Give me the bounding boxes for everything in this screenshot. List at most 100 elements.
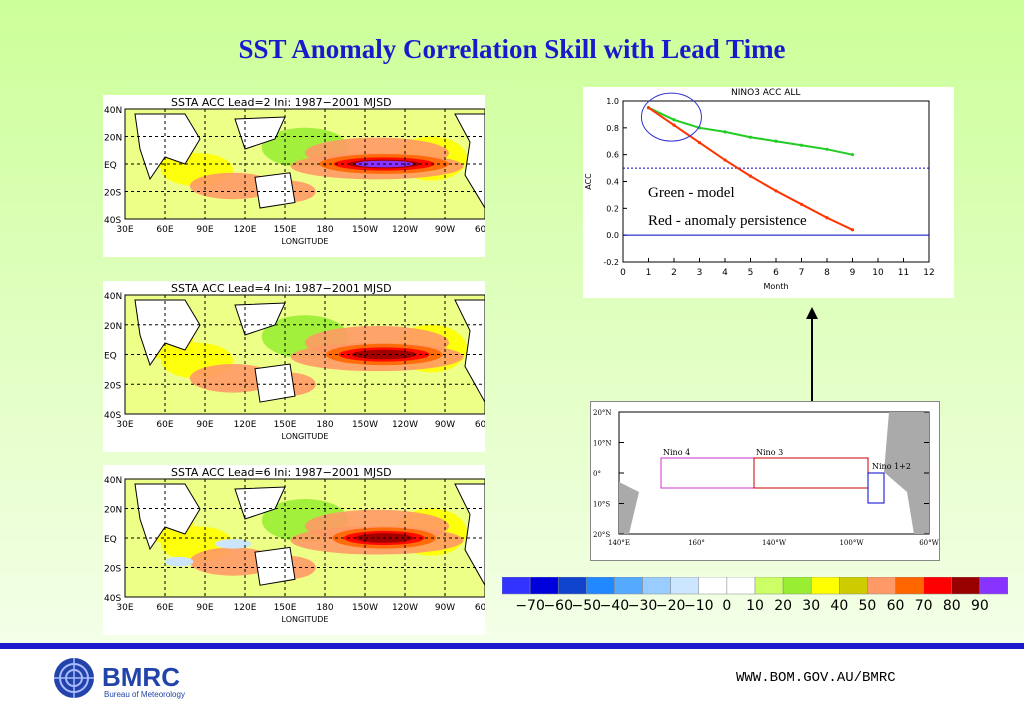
plot-frame xyxy=(622,100,930,263)
x-tick-label: 12 xyxy=(923,268,934,278)
colorbar-label: 50 xyxy=(859,598,877,614)
series-line xyxy=(648,106,853,156)
lon-tick-label: 150E xyxy=(274,225,297,235)
y-tick-label: 0.4 xyxy=(606,178,619,187)
lat-tick-label: 20N xyxy=(104,506,122,516)
highlight-circle xyxy=(640,92,702,142)
lon-tick-label: 100°W xyxy=(839,539,864,547)
lon-tick-label: 150W xyxy=(352,420,378,430)
lat-tick-label: 20°N xyxy=(593,409,612,417)
colorbar-swatch xyxy=(614,576,643,595)
annotation-red: Red - anomaly persistence xyxy=(648,213,807,229)
lon-tick-label: 140°E xyxy=(608,539,630,547)
x-axis-label: Month xyxy=(763,282,788,291)
data-point xyxy=(825,147,829,151)
lon-tick-label: 90W xyxy=(435,225,455,235)
logo-subtitle: Bureau of Meteorology xyxy=(104,690,185,699)
y-tick-label: 0.2 xyxy=(606,204,619,213)
logo-globe-icon xyxy=(54,658,94,698)
logo-text: BMRC xyxy=(102,662,180,692)
lon-tick-label: 160° xyxy=(688,539,705,547)
lon-tick-label: 150E xyxy=(274,603,297,613)
lat-tick-label: 40S xyxy=(104,594,121,604)
colorbar-swatch xyxy=(726,576,756,595)
footer xyxy=(0,649,1024,709)
data-point xyxy=(672,123,676,127)
colorbar-label: 80 xyxy=(943,598,961,614)
colorbar-swatch xyxy=(895,576,924,595)
colorbar-swatch xyxy=(586,576,615,595)
lon-tick-label: 150W xyxy=(352,225,378,235)
x-tick-label: 11 xyxy=(898,268,909,278)
lon-tick-label: 60W xyxy=(475,420,485,430)
colorbar-swatch xyxy=(754,576,784,595)
data-point xyxy=(672,118,676,122)
x-tick-label: 8 xyxy=(824,268,830,278)
colorbar-swatch xyxy=(642,576,671,595)
lon-tick-label: 120W xyxy=(392,225,418,235)
nino-region-label: Nino 1+2 xyxy=(872,462,911,471)
map-xlabel: LONGITUDE xyxy=(282,432,329,441)
lat-tick-label: 20S xyxy=(104,565,121,575)
x-tick-label: 9 xyxy=(850,268,856,278)
lon-tick-label: 30E xyxy=(116,603,133,613)
y-axis-label: ACC xyxy=(584,173,593,190)
lon-tick-label: 90W xyxy=(435,603,455,613)
map-xlabel: LONGITUDE xyxy=(282,615,329,624)
map-panel-lead6: SSTA ACC Lead=6 Ini: 1987−2001 MJSD 40N 20… xyxy=(103,465,485,635)
map-panel-lead4: SSTA ACC Lead=4 Ini: 1987−2001 MJSD 40N 20… xyxy=(103,281,485,452)
footer-bar xyxy=(0,643,1024,649)
data-point xyxy=(646,106,651,110)
data-point xyxy=(697,140,702,145)
colorbar-label: −10 xyxy=(684,598,714,614)
coastlines xyxy=(134,483,485,587)
nino-region-label: Nino 3 xyxy=(756,448,783,457)
map-xlabel: LONGITUDE xyxy=(282,237,329,246)
x-tick-label: 3 xyxy=(697,268,703,278)
lon-tick-label: 120W xyxy=(392,603,418,613)
data-point xyxy=(723,158,727,162)
colorbar-swatch xyxy=(951,576,981,595)
lon-tick-label: 120E xyxy=(234,420,257,430)
lon-tick-label: 180 xyxy=(316,420,333,430)
annotation-green: Green - model xyxy=(648,185,735,201)
data-point xyxy=(799,202,804,206)
y-tick-label: 0.6 xyxy=(606,151,619,160)
data-point xyxy=(799,143,804,147)
data-point xyxy=(850,228,855,232)
lat-tick-label: 20N xyxy=(104,134,122,144)
data-point xyxy=(774,189,778,193)
bmrc-logo: BMRC Bureau of Meteorology xyxy=(52,656,202,707)
x-tick-label: 2 xyxy=(671,268,677,278)
y-tick-label: 0.8 xyxy=(606,124,619,133)
colorbar-label: −30 xyxy=(628,598,658,614)
lat-tick-label: 10°N xyxy=(593,440,612,448)
lon-tick-label: 90E xyxy=(196,225,213,235)
footer-url[interactable]: WWW.BOM.GOV.AU/BMRC xyxy=(736,670,896,686)
lon-tick-label: 150E xyxy=(274,420,297,430)
map-panel-lead2: SSTA ACC Lead=2 Ini: 1987−2001 MJSD 40N 20… xyxy=(103,95,485,257)
x-tick-label: 4 xyxy=(722,268,728,278)
colorbar-label: 30 xyxy=(802,598,820,614)
lon-tick-label: 120E xyxy=(234,603,257,613)
map-title: SSTA ACC Lead=4 Ini: 1987−2001 MJSD xyxy=(171,282,392,295)
lon-tick-label: 60°W xyxy=(919,539,939,547)
series-line xyxy=(647,106,853,231)
lat-tick-label: 40S xyxy=(104,411,121,421)
data-point xyxy=(723,130,727,134)
colorbar-swatch xyxy=(529,576,559,595)
page-title: SST Anomaly Correlation Skill with Lead … xyxy=(238,34,786,64)
west-land xyxy=(619,482,639,534)
y-tick-label: 0.0 xyxy=(606,231,619,240)
colorbar-swatch xyxy=(670,576,700,595)
data-point xyxy=(850,153,855,157)
nino-region-box xyxy=(867,472,885,504)
y-tick-label: 1.0 xyxy=(606,97,619,106)
colorbar-label: 0 xyxy=(722,598,731,614)
south-america-land xyxy=(884,412,929,534)
x-tick-label: 7 xyxy=(799,268,805,278)
lon-tick-label: 180 xyxy=(316,603,333,613)
colorbar-label: 90 xyxy=(971,598,989,614)
y-tick-label: -0.2 xyxy=(603,258,619,267)
data-point xyxy=(748,174,753,178)
